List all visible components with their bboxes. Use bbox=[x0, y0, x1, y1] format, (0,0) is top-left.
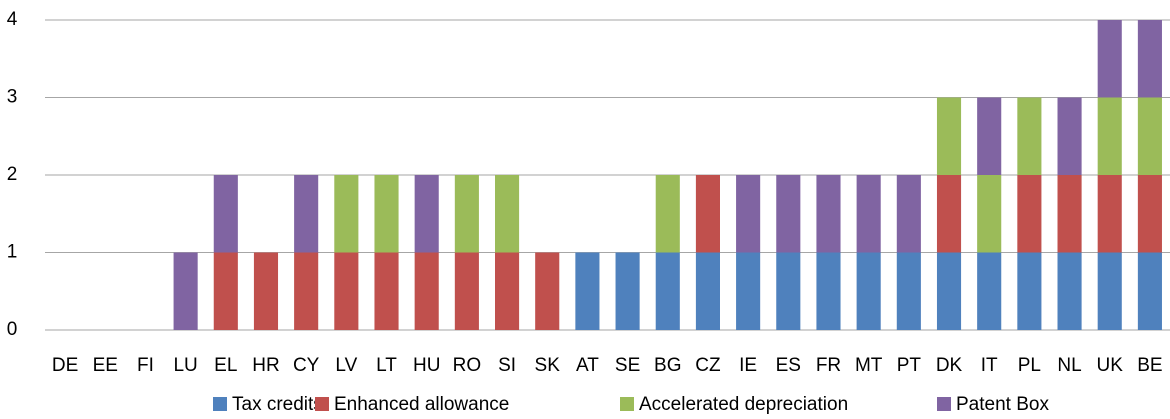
x-tick-label: UK bbox=[1097, 355, 1124, 376]
x-tick-label: EL bbox=[214, 355, 237, 376]
bar-segment bbox=[655, 252, 680, 330]
x-tick-label: PT bbox=[897, 355, 922, 376]
x-tick-label: IE bbox=[739, 355, 757, 376]
x-tick-label: EE bbox=[93, 355, 118, 376]
legend-swatch bbox=[213, 397, 227, 411]
bar-segment bbox=[1137, 97, 1162, 175]
bar-segment bbox=[1097, 97, 1122, 175]
bar-segment bbox=[454, 252, 479, 330]
bar-segment bbox=[495, 175, 520, 253]
bar-segment bbox=[1137, 252, 1162, 330]
bar-segment bbox=[936, 97, 962, 175]
y-tick-label: 1 bbox=[7, 242, 18, 263]
bar-segment bbox=[1097, 252, 1122, 330]
bar-segment bbox=[414, 252, 439, 330]
y-tick-label: 3 bbox=[7, 87, 18, 108]
bar-segment bbox=[213, 252, 238, 330]
x-tick-label: FR bbox=[816, 355, 841, 376]
bar-segment bbox=[936, 175, 962, 253]
bar-segment bbox=[977, 252, 1002, 330]
y-tick-label: 0 bbox=[7, 319, 18, 340]
bar-segment bbox=[1017, 252, 1042, 330]
bar-segment bbox=[334, 252, 359, 330]
y-tick-label: 2 bbox=[7, 164, 18, 185]
x-tick-label: CZ bbox=[695, 355, 721, 376]
bar-segment bbox=[977, 175, 1002, 253]
x-tick-label: SE bbox=[615, 355, 640, 376]
bar-segment bbox=[173, 252, 198, 330]
bar-segment bbox=[655, 175, 680, 253]
x-tick-label: HR bbox=[252, 355, 279, 376]
x-tick-label: LT bbox=[376, 355, 397, 376]
x-tick-label: PL bbox=[1018, 355, 1041, 376]
bar-segment bbox=[736, 252, 761, 330]
x-tick-label: LV bbox=[335, 355, 357, 376]
bar-segment bbox=[977, 97, 1002, 175]
bar-segment bbox=[1097, 20, 1122, 98]
bar-segment bbox=[334, 175, 359, 253]
bar-segment bbox=[1137, 20, 1162, 98]
bar-segment bbox=[776, 175, 801, 253]
bar-segment bbox=[1097, 175, 1122, 253]
legend-swatch bbox=[937, 397, 951, 411]
x-tick-label: HU bbox=[413, 355, 440, 376]
y-tick-label: 4 bbox=[7, 9, 18, 30]
bar-segment bbox=[495, 252, 520, 330]
bar-segment bbox=[294, 175, 319, 253]
x-tick-label: SK bbox=[535, 355, 561, 376]
bar-segment bbox=[1017, 97, 1042, 175]
bar-segment bbox=[736, 175, 761, 253]
x-tick-label: NL bbox=[1057, 355, 1081, 376]
bar-segment bbox=[615, 252, 640, 330]
x-tick-label: LU bbox=[173, 355, 197, 376]
legend-swatch bbox=[620, 397, 634, 411]
legend-label: Accelerated depreciation bbox=[639, 394, 848, 415]
x-tick-label: CY bbox=[293, 355, 320, 376]
bar-segment bbox=[1017, 175, 1042, 253]
x-tick-label: BG bbox=[654, 355, 681, 376]
x-tick-label: DK bbox=[936, 355, 963, 376]
bar-segment bbox=[374, 175, 399, 253]
bar-segment bbox=[1057, 175, 1082, 253]
legend-label: Tax credits bbox=[232, 394, 323, 415]
bar-segment bbox=[294, 252, 319, 330]
bar-segment bbox=[856, 175, 881, 253]
legend-label: Patent Box bbox=[956, 394, 1049, 415]
bar-segment bbox=[253, 252, 279, 330]
bar-segment bbox=[1057, 97, 1082, 175]
bar-segment bbox=[936, 252, 962, 330]
bar-segment bbox=[896, 175, 921, 253]
bar-segment bbox=[695, 252, 720, 330]
bar-segment bbox=[1137, 175, 1162, 253]
bar-segment bbox=[454, 175, 479, 253]
bar-segment bbox=[414, 175, 439, 253]
x-tick-label: BE bbox=[1137, 355, 1162, 376]
bar-segment bbox=[575, 252, 600, 330]
x-tick-label: RO bbox=[453, 355, 482, 376]
legend-label: Enhanced allowance bbox=[334, 394, 509, 415]
x-tick-label: AT bbox=[576, 355, 599, 376]
x-tick-label: FI bbox=[137, 355, 154, 376]
bar-segment bbox=[816, 175, 841, 253]
bar-segment bbox=[213, 175, 238, 253]
bar-segment bbox=[776, 252, 801, 330]
bar-segment bbox=[816, 252, 841, 330]
x-tick-label: MT bbox=[855, 355, 883, 376]
bar-segment bbox=[535, 252, 560, 330]
bar-segment bbox=[896, 252, 921, 330]
bar-segment bbox=[695, 175, 720, 253]
bar-segment bbox=[1057, 252, 1082, 330]
x-tick-label: DE bbox=[52, 355, 78, 376]
bar-segment bbox=[856, 252, 881, 330]
legend-swatch bbox=[315, 397, 329, 411]
bar-segment bbox=[374, 252, 399, 330]
x-tick-label: SI bbox=[498, 355, 516, 376]
x-tick-label: IT bbox=[981, 355, 998, 376]
x-tick-label: ES bbox=[776, 355, 801, 376]
